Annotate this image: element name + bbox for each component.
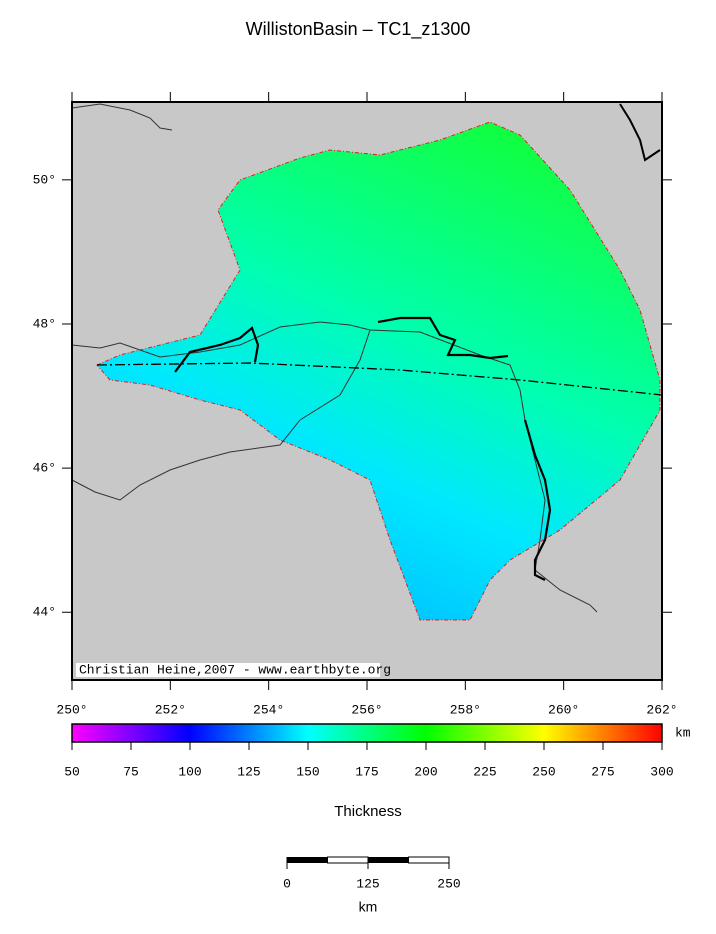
scale-tick-label: 250: [437, 876, 460, 891]
scale-unit: km: [359, 899, 378, 915]
credit-box: [76, 663, 380, 677]
lat-tick-label: 48°: [33, 316, 56, 331]
colorbar-tick-label: 125: [237, 764, 260, 779]
scale-segment: [408, 856, 450, 864]
colorbar-tick-label: 50: [64, 764, 80, 779]
scale-segment: [327, 856, 369, 864]
colorbar-tick-label: 75: [123, 764, 139, 779]
colorbar-tick-label: 275: [591, 764, 614, 779]
border-line: [72, 321, 371, 501]
scale-segment: [368, 857, 409, 863]
colorbar-tick-label: 150: [296, 764, 319, 779]
lon-tick-label: 260°: [548, 702, 579, 717]
scale-tick-label: 0: [283, 876, 291, 891]
lake-shore: [619, 103, 661, 162]
coastline: [72, 103, 173, 131]
colorbar-title: Thickness: [334, 803, 402, 820]
scale-segment: [287, 857, 328, 863]
scale-tick-label: 125: [356, 876, 379, 891]
lon-tick-label: 256°: [351, 702, 382, 717]
colorbar-tick-label: 250: [532, 764, 555, 779]
lon-tick-label: 262°: [646, 702, 677, 717]
profile-line: [96, 362, 662, 396]
colorbar-tick-label: 175: [355, 764, 378, 779]
lat-tick-label: 50°: [33, 172, 56, 187]
lat-tick-label: 44°: [33, 605, 56, 620]
colorbar-tick-label: 300: [650, 764, 673, 779]
map-content: [72, 103, 662, 621]
lon-tick-label: 258°: [450, 702, 481, 717]
lon-tick-label: 254°: [253, 702, 284, 717]
credit: Christian Heine,2007 - www.earthbyte.org: [79, 662, 391, 677]
thickness-field: [96, 121, 661, 621]
title: WillistonBasin – TC1_z1300: [246, 19, 471, 40]
lon-tick-label: 250°: [56, 702, 87, 717]
colorbar-tick-label: 200: [414, 764, 437, 779]
border-line: [369, 329, 598, 613]
lat-tick-label: 46°: [33, 461, 56, 476]
colorbar: [71, 723, 663, 743]
lon-tick-label: 252°: [155, 702, 186, 717]
colorbar-tick-label: 100: [178, 764, 201, 779]
river: [174, 316, 552, 581]
colorbar-tick-label: 225: [473, 764, 496, 779]
colorbar-unit: km: [675, 725, 691, 740]
